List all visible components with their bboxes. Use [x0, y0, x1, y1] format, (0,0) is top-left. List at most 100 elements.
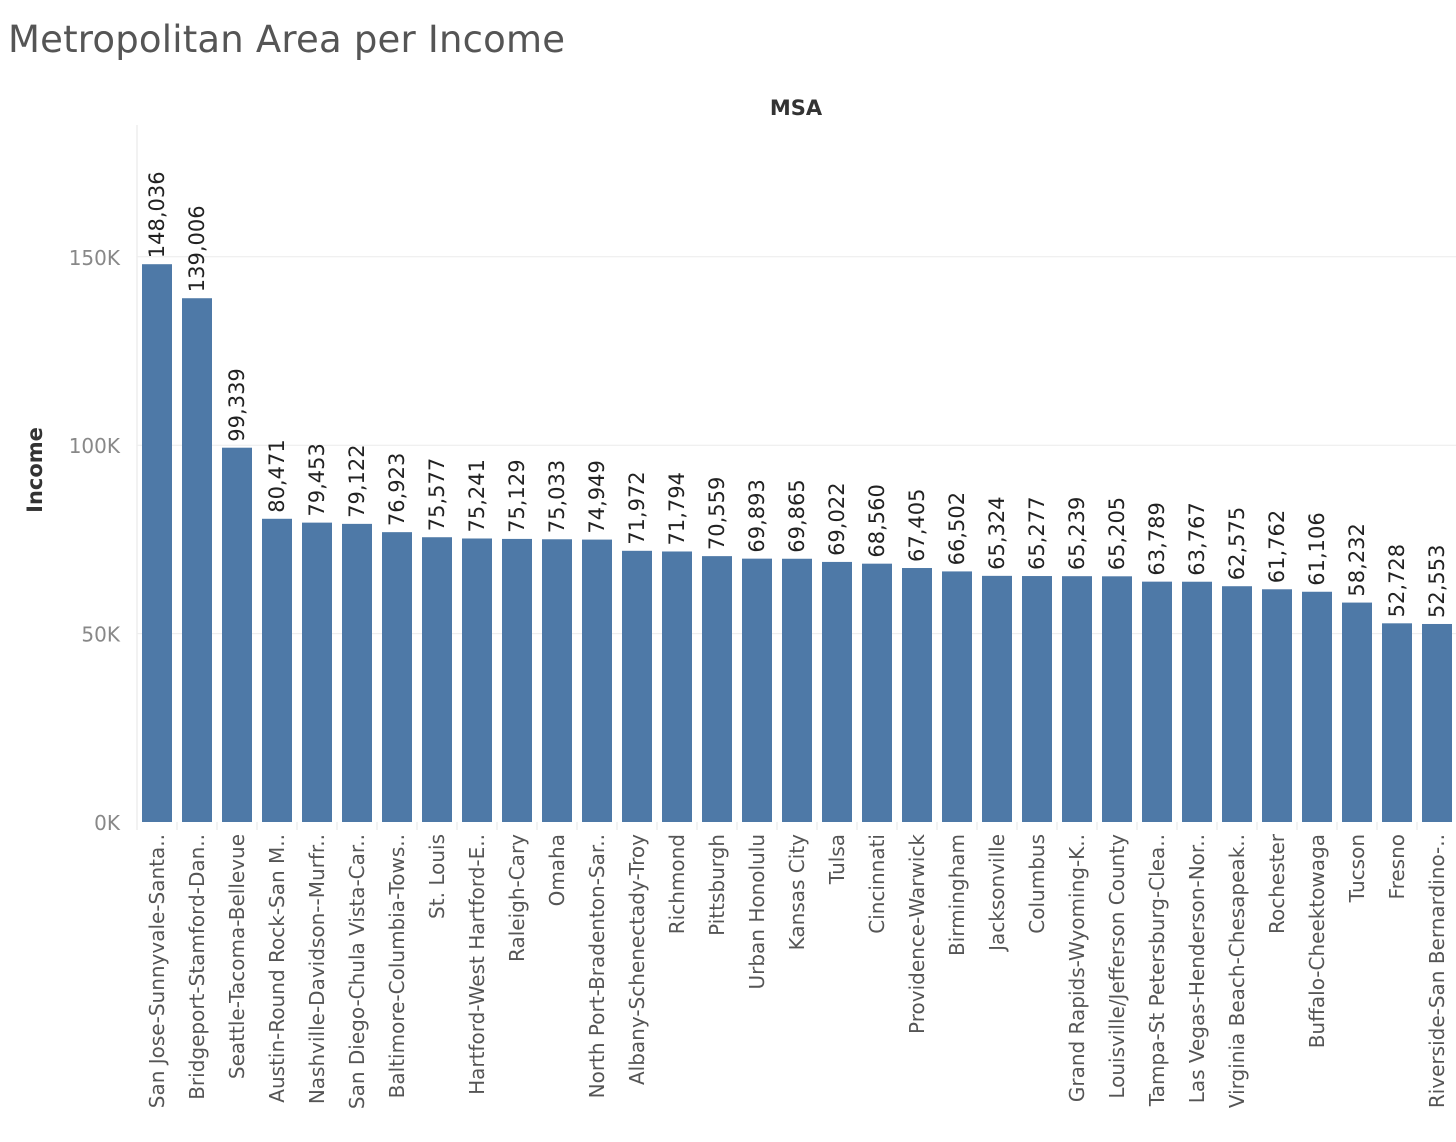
bar[interactable]: [582, 539, 612, 822]
category-label: Austin-Round Rock-San M..: [265, 834, 289, 1103]
bar[interactable]: [1222, 586, 1252, 822]
bar[interactable]: [1302, 591, 1332, 822]
data-label: 71,972: [625, 471, 649, 544]
category-label: Rochester: [1265, 833, 1289, 934]
category-label: Las Vegas-Henderson-Nor..: [1185, 834, 1209, 1103]
data-label: 67,405: [905, 489, 929, 562]
y-axis-title: Income: [23, 427, 47, 513]
bar[interactable]: [822, 561, 852, 822]
category-label: Buffalo-Cheektowaga: [1305, 834, 1329, 1048]
bar[interactable]: [742, 558, 772, 822]
category-label: Cincinnati: [865, 834, 889, 934]
data-label: 99,339: [225, 368, 249, 441]
category-label: San Diego-Chula Vista-Car..: [345, 834, 369, 1109]
data-label: 75,241: [465, 459, 489, 532]
bar[interactable]: [462, 538, 492, 822]
data-label: 139,006: [185, 205, 209, 292]
data-label: 75,577: [425, 458, 449, 531]
data-label: 148,036: [145, 171, 169, 258]
bar[interactable]: [1102, 576, 1132, 822]
data-label: 79,453: [305, 443, 329, 516]
data-label: 76,923: [385, 453, 409, 526]
bar[interactable]: [1062, 576, 1092, 822]
data-label: 61,106: [1305, 512, 1329, 585]
bar[interactable]: [902, 568, 932, 822]
data-label: 52,728: [1385, 544, 1409, 617]
category-label: Tampa-St Petersburg-Clea..: [1145, 834, 1169, 1107]
category-label: St. Louis: [425, 834, 449, 919]
category-label: Pittsburgh: [705, 834, 729, 936]
data-label: 58,232: [1345, 523, 1369, 596]
category-label: Riverside-San Bernardino-..: [1425, 834, 1449, 1108]
category-label: Grand Rapids-Wyoming-K..: [1065, 834, 1089, 1102]
bar[interactable]: [702, 556, 732, 822]
data-label: 69,022: [825, 482, 849, 555]
bar[interactable]: [302, 522, 332, 822]
y-tick-label: 0K: [94, 811, 121, 835]
category-label: Columbus: [1025, 834, 1049, 934]
data-label: 61,762: [1265, 510, 1289, 583]
data-label: 74,949: [585, 460, 609, 533]
data-label: 68,560: [865, 484, 889, 557]
data-label: 80,471: [265, 439, 289, 512]
category-label: Tulsa: [825, 834, 849, 885]
bar[interactable]: [342, 523, 372, 822]
data-label: 65,277: [1025, 497, 1049, 570]
bar[interactable]: [862, 563, 892, 822]
category-label: North Port-Bradenton-Sar..: [585, 834, 609, 1098]
category-label: Virginia Beach-Chesapeak..: [1225, 834, 1249, 1108]
bar[interactable]: [382, 532, 412, 822]
bar[interactable]: [262, 518, 292, 822]
data-label: 62,575: [1225, 507, 1249, 580]
category-label: Raleigh-Cary: [505, 834, 529, 962]
bar[interactable]: [1382, 623, 1412, 822]
y-tick-label: 150K: [69, 246, 121, 270]
data-label: 71,794: [665, 472, 689, 545]
category-label: Baltimore-Columbia-Tows..: [385, 834, 409, 1098]
data-label: 79,122: [345, 444, 369, 517]
data-label: 63,767: [1185, 502, 1209, 575]
bar[interactable]: [1142, 581, 1172, 822]
category-label: San Jose-Sunnyvale-Santa..: [145, 834, 169, 1108]
category-label: Tucson: [1345, 834, 1369, 903]
category-label: Seattle-Tacoma-Bellevue: [225, 834, 249, 1079]
bar[interactable]: [1182, 581, 1212, 822]
category-label: Richmond: [665, 834, 689, 934]
category-label: Albany-Schenectady-Troy: [625, 834, 649, 1085]
bar[interactable]: [1422, 623, 1452, 822]
data-label: 75,129: [505, 459, 529, 532]
category-label: Hartford-West Hartford-E..: [465, 834, 489, 1095]
category-label: Nashville-Davidson--Murfr..: [305, 834, 329, 1104]
column-header: MSA: [770, 96, 823, 120]
bar[interactable]: [942, 571, 972, 822]
bar[interactable]: [662, 551, 692, 822]
category-label: Birmingham: [945, 834, 969, 956]
category-label: Bridgeport-Stamford-Dan..: [185, 834, 209, 1100]
bar[interactable]: [982, 575, 1012, 822]
bar[interactable]: [502, 538, 532, 822]
bar[interactable]: [1022, 576, 1052, 822]
bar[interactable]: [1262, 589, 1292, 822]
bar[interactable]: [142, 264, 172, 823]
y-tick-label: 50K: [81, 623, 120, 647]
bar[interactable]: [222, 447, 252, 822]
category-label: Kansas City: [785, 834, 809, 951]
bar[interactable]: [782, 558, 812, 822]
bar[interactable]: [422, 537, 452, 822]
bar[interactable]: [622, 550, 652, 822]
data-label: 66,502: [945, 492, 969, 565]
category-label: Fresno: [1385, 834, 1409, 899]
bar[interactable]: [182, 298, 212, 822]
data-label: 63,789: [1145, 502, 1169, 575]
bar[interactable]: [542, 539, 572, 822]
category-label: Omaha: [545, 834, 569, 906]
data-label: 52,553: [1425, 544, 1449, 617]
data-label: 69,893: [745, 479, 769, 552]
category-label: Providence-Warwick: [905, 834, 929, 1034]
bar[interactable]: [1342, 602, 1372, 822]
data-label: 65,239: [1065, 497, 1089, 570]
data-label: 65,205: [1105, 497, 1129, 570]
chart-title: Metropolitan Area per Income: [8, 18, 566, 61]
category-label: Jacksonville: [985, 834, 1009, 953]
